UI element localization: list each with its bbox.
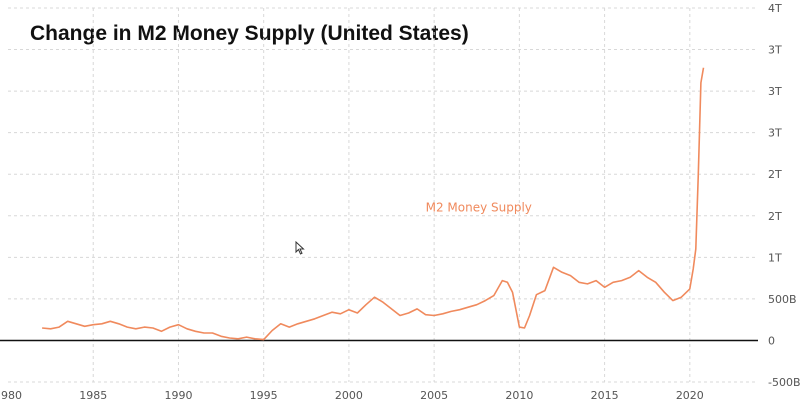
- y-tick-label: 2T: [768, 168, 782, 181]
- y-tick-label: 1T: [768, 251, 782, 264]
- mouse-pointer-icon: [295, 241, 305, 255]
- x-tick-label: 2010: [505, 389, 533, 402]
- y-axis-ticks: -500B 0 500B 1T 2T 2T 3T 3T 3T 4T: [768, 2, 801, 389]
- x-axis-ticks: 1980 1985 1990 1995 2000 2005 2010 2015 2020: [0, 389, 704, 402]
- series-annotation: M2 Money Supply: [426, 201, 532, 215]
- x-tick-label: 2020: [676, 389, 704, 402]
- y-tick-label: 0: [768, 334, 775, 347]
- y-tick-label: -500B: [768, 376, 801, 389]
- x-tick-label: 1990: [164, 389, 192, 402]
- series-line: [42, 67, 705, 341]
- x-tick-label: 1995: [250, 389, 278, 402]
- x-tick-label: 1980: [0, 389, 22, 402]
- chart-title: Change in M2 Money Supply (United States…: [30, 22, 469, 45]
- grid-layer: [8, 7, 758, 383]
- series-layer: [42, 67, 705, 341]
- x-tick-label: 2015: [591, 389, 619, 402]
- x-tick-label: 2005: [420, 389, 448, 402]
- x-tick-label: 2000: [335, 389, 363, 402]
- y-tick-label: 3T: [768, 85, 782, 98]
- y-tick-label: 500B: [768, 293, 797, 306]
- y-tick-label: 2T: [768, 210, 782, 223]
- y-tick-label: 3T: [768, 44, 782, 57]
- y-tick-label: 4T: [768, 2, 782, 15]
- y-tick-label: 3T: [768, 127, 782, 140]
- x-tick-label: 1985: [79, 389, 107, 402]
